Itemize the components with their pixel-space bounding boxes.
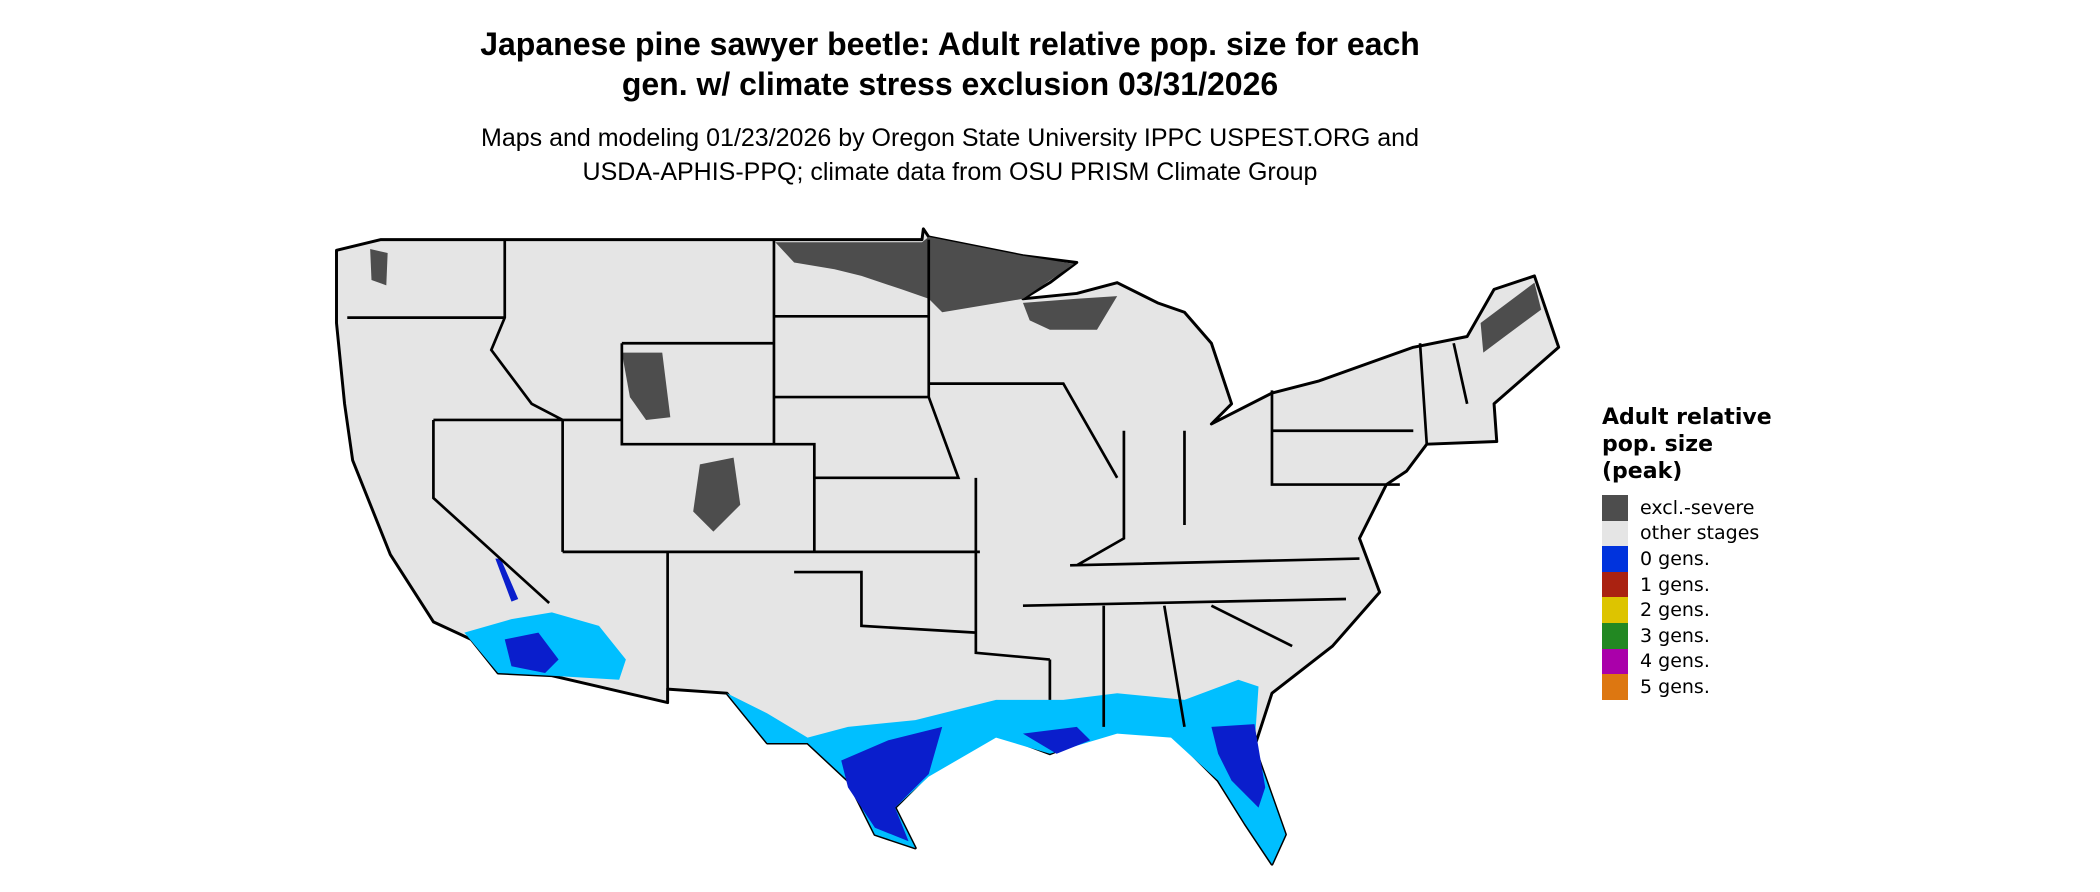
legend-swatch <box>1602 520 1628 547</box>
legend-swatch <box>1602 571 1628 598</box>
legend-title-line3: (peak) <box>1602 459 1683 484</box>
legend-swatch <box>1602 546 1628 572</box>
map-title-line2: gen. w/ climate stress exclusion 03/31/2… <box>621 66 1279 102</box>
exclusion-severe-areas <box>370 236 1542 532</box>
state-borders <box>347 239 1469 728</box>
map-subtitle-line2: USDA-APHIS-PPQ; climate data from OSU PR… <box>582 158 1318 186</box>
map-subtitle-line1: Maps and modeling 01/23/2026 by Oregon S… <box>481 124 1419 152</box>
legend-item: 4 gens. <box>1602 648 1802 675</box>
legend-item: 5 gens. <box>1602 674 1802 700</box>
legend: Adult relative pop. size (peak) excl.-se… <box>1602 404 1802 700</box>
legend-item: 1 gens. <box>1602 571 1802 598</box>
legend-title-line2: pop. size <box>1602 432 1713 457</box>
legend-label: 2 gens. <box>1640 599 1710 622</box>
legend-label: 3 gens. <box>1640 624 1710 647</box>
legend-swatch <box>1602 495 1628 521</box>
legend-item: excl.-severe <box>1602 495 1802 521</box>
legend-item: 3 gens. <box>1602 622 1802 649</box>
legend-label: other stages <box>1640 522 1760 545</box>
legend-item: 0 gens. <box>1602 546 1802 572</box>
conus-landmass <box>335 227 1561 866</box>
legend-label: 0 gens. <box>1640 547 1710 570</box>
legend-swatch <box>1602 648 1628 675</box>
legend-label: 1 gens. <box>1640 573 1710 596</box>
legend-label: 5 gens. <box>1640 675 1710 698</box>
legend-title-line1: Adult relative <box>1602 405 1772 430</box>
legend-swatch <box>1602 622 1628 649</box>
legend-item: 2 gens. <box>1602 597 1802 623</box>
legend-item: other stages <box>1602 520 1802 547</box>
legend-label: excl.-severe <box>1640 496 1755 519</box>
legend-swatch <box>1602 674 1628 700</box>
legend-label: 4 gens. <box>1640 650 1710 673</box>
zero-gens-areas <box>464 558 1286 865</box>
legend-swatch <box>1602 597 1628 623</box>
map-title-line1: Japanese pine sawyer beetle: Adult relat… <box>480 26 1420 62</box>
